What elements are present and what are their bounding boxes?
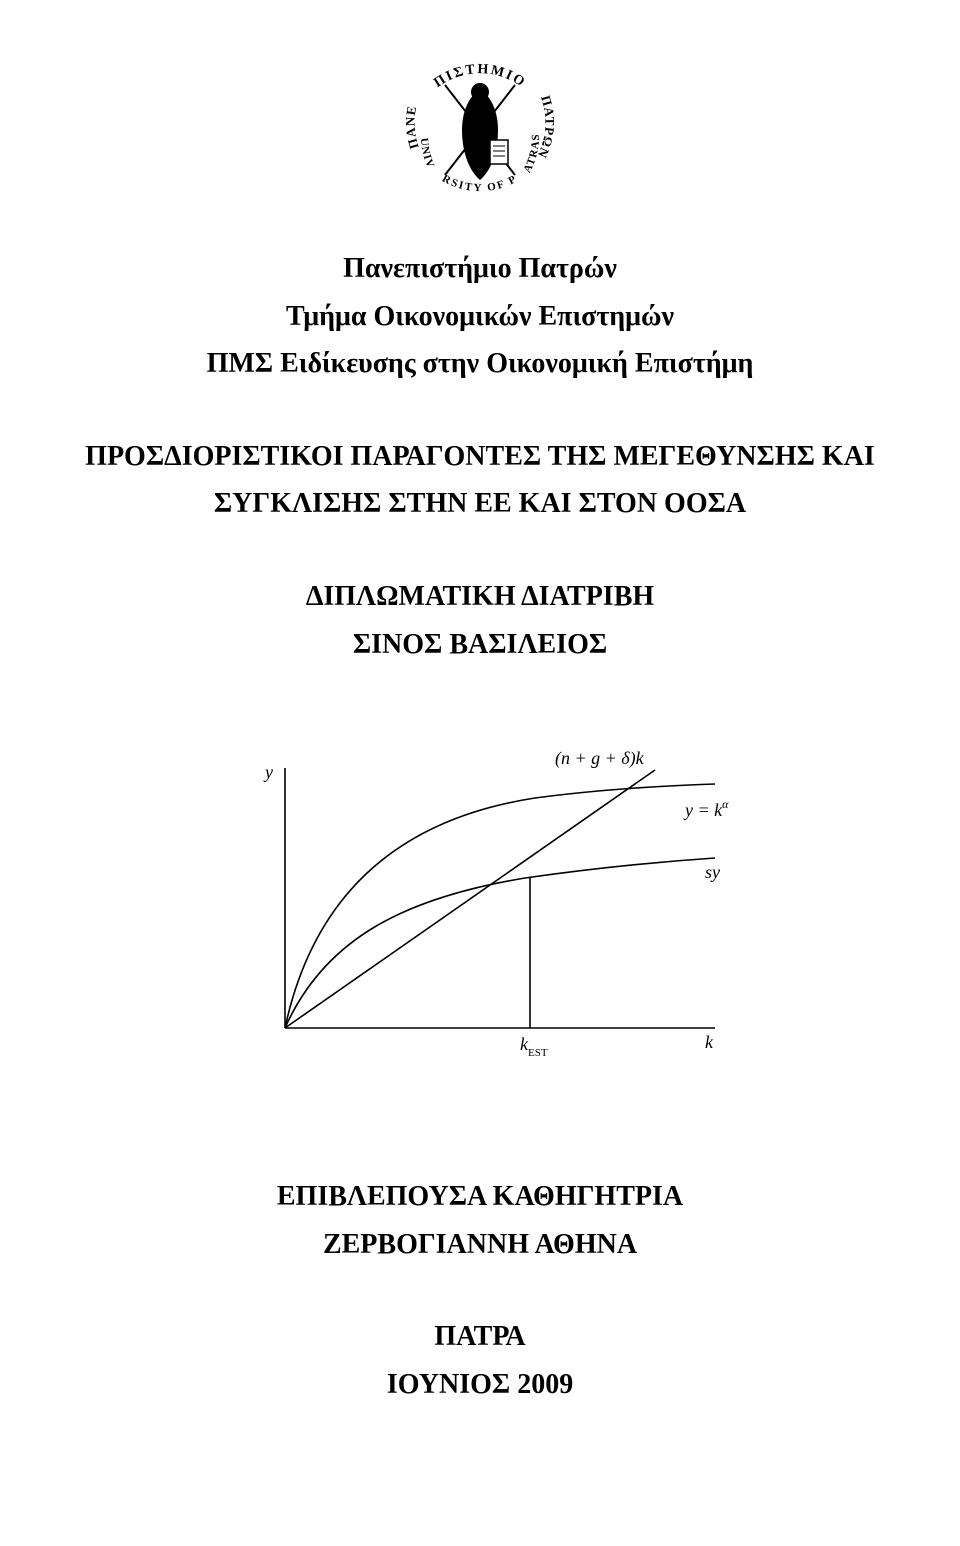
subtitle-line-2: ΣΙΝΟΣ ΒΑΣΙΛΕΙΟΣ: [80, 621, 880, 669]
curve-bottom-label: sy: [705, 862, 720, 882]
university-logo: ΠΙΣΤΗΜΙΟ ΠΑΝΕ ΠΑΤΡΩΝ UNIV RSITY OF P ATR…: [390, 40, 570, 220]
heading-line-3: ΠΜΣ Ειδίκευσης στην Οικονομική Επιστήμη: [80, 340, 880, 388]
thesis-title-block: ΠΡΟΣΔΙΟΡΙΣΤΙΚΟΙ ΠΑΡΑΓΟΝΤΕΣ ΤΗΣ ΜΕΓΕΘΥΝΣΗ…: [80, 433, 880, 528]
title-line-1: ΠΡΟΣΔΙΟΡΙΣΤΙΚΟΙ ΠΑΡΑΓΟΝΤΕΣ ΤΗΣ ΜΕΓΕΘΥΝΣΗ…: [80, 433, 880, 481]
page: ΠΙΣΤΗΜΙΟ ΠΑΝΕ ΠΑΤΡΩΝ UNIV RSITY OF P ATR…: [0, 0, 960, 1546]
logo-text-bottom-left: UNIV: [418, 137, 437, 170]
solow-diagram: y k (n + g + δ)k y = kα sy kEST: [225, 738, 735, 1078]
solow-diagram-block: y k (n + g + δ)k y = kα sy kEST: [80, 738, 880, 1083]
subtitle-block: ΔΙΠΛΩΜΑΤΙΚΗ ΔΙΑΤΡΙΒΗ ΣΙΝΟΣ ΒΑΣΙΛΕΙΟΣ: [80, 573, 880, 668]
place-line: ΠΑΤΡΑ: [80, 1313, 880, 1361]
heading-line-2: Τμήμα Οικονομικών Επιστημών: [80, 293, 880, 341]
logo-text-bottom-right: ATRAS: [521, 133, 542, 174]
place-date-block: ΠΑΤΡΑ ΙΟΥΝΙΟΣ 2009: [80, 1313, 880, 1408]
subtitle-line-1: ΔΙΠΛΩΜΑΤΙΚΗ ΔΙΑΤΡΙΒΗ: [80, 573, 880, 621]
line-label: (n + g + δ)k: [555, 748, 645, 769]
heading-block: Πανεπιστήμιο Πατρών Τμήμα Οικονομικών Επ…: [80, 245, 880, 388]
y-axis-label: y: [263, 762, 273, 782]
x-axis-label: k: [705, 1032, 714, 1052]
university-logo-block: ΠΙΣΤΗΜΙΟ ΠΑΝΕ ΠΑΤΡΩΝ UNIV RSITY OF P ATR…: [80, 40, 880, 225]
heading-line-1: Πανεπιστήμιο Πατρών: [80, 245, 880, 293]
supervisor-line-2: ΖΕΡΒΟΓΙΑΝΝΗ ΑΘΗΝΑ: [80, 1221, 880, 1269]
curve-top-label: y = kα: [683, 797, 729, 820]
title-line-2: ΣΥΓΚΛΙΣΗΣ ΣΤΗΝ ΕΕ ΚΑΙ ΣΤΟΝ ΟΟΣΑ: [80, 480, 880, 528]
svg-text:UNIV: UNIV: [418, 137, 437, 170]
svg-text:ATRAS: ATRAS: [521, 133, 542, 174]
date-line: ΙΟΥΝΙΟΣ 2009: [80, 1361, 880, 1409]
supervisor-block: ΕΠΙΒΛΕΠΟΥΣΑ ΚΑΘΗΓΗΤΡΙΑ ΖΕΡΒΟΓΙΑΝΝΗ ΑΘΗΝΑ: [80, 1173, 880, 1268]
k-est-label: kEST: [520, 1034, 548, 1059]
supervisor-line-1: ΕΠΙΒΛΕΠΟΥΣΑ ΚΑΘΗΓΗΤΡΙΑ: [80, 1173, 880, 1221]
